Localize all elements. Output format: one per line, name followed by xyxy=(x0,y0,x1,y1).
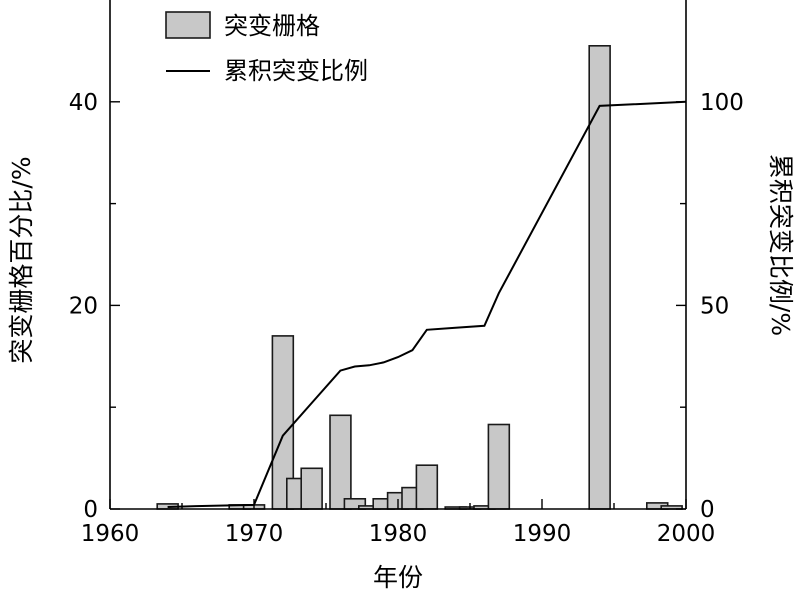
bar xyxy=(487,423,511,510)
legend-bar-swatch xyxy=(165,11,211,39)
x-tick-label: 1970 xyxy=(225,521,284,547)
x-tick-label: 1990 xyxy=(513,521,572,547)
y-tick-label: 20 xyxy=(69,293,98,319)
y2-axis-ticks: 0 50 100 xyxy=(676,90,744,523)
bar xyxy=(300,467,323,510)
y-axis-title: 突变栅格百分比/% xyxy=(7,156,36,363)
cumulative-line xyxy=(167,100,687,508)
y2-axis-title: 累积突变比例/% xyxy=(766,154,795,336)
y-axis-ticks: 0 20 40 xyxy=(69,90,120,523)
y-tick-label: 0 xyxy=(83,497,98,523)
x-axis-title: 年份 xyxy=(373,563,423,592)
legend: 突变栅格 累积突变比例 xyxy=(165,11,368,85)
bar xyxy=(588,44,611,510)
x-tick-label: 1980 xyxy=(369,521,428,547)
y2-tick-label: 100 xyxy=(700,90,744,116)
bar xyxy=(329,414,352,510)
bar xyxy=(415,464,439,510)
x-tick-label: 1960 xyxy=(81,521,140,547)
bar-series xyxy=(156,44,683,510)
y2-tick-label: 50 xyxy=(700,293,729,319)
x-axis-ticks: 1960 1970 1980 1990 2000 xyxy=(81,499,716,547)
legend-line-label: 累积突变比例 xyxy=(224,57,368,85)
y-tick-label: 40 xyxy=(69,90,98,116)
x-tick-label: 2000 xyxy=(657,521,716,547)
y2-tick-label: 0 xyxy=(700,497,715,523)
legend-bar-label: 突变栅格 xyxy=(224,12,320,40)
